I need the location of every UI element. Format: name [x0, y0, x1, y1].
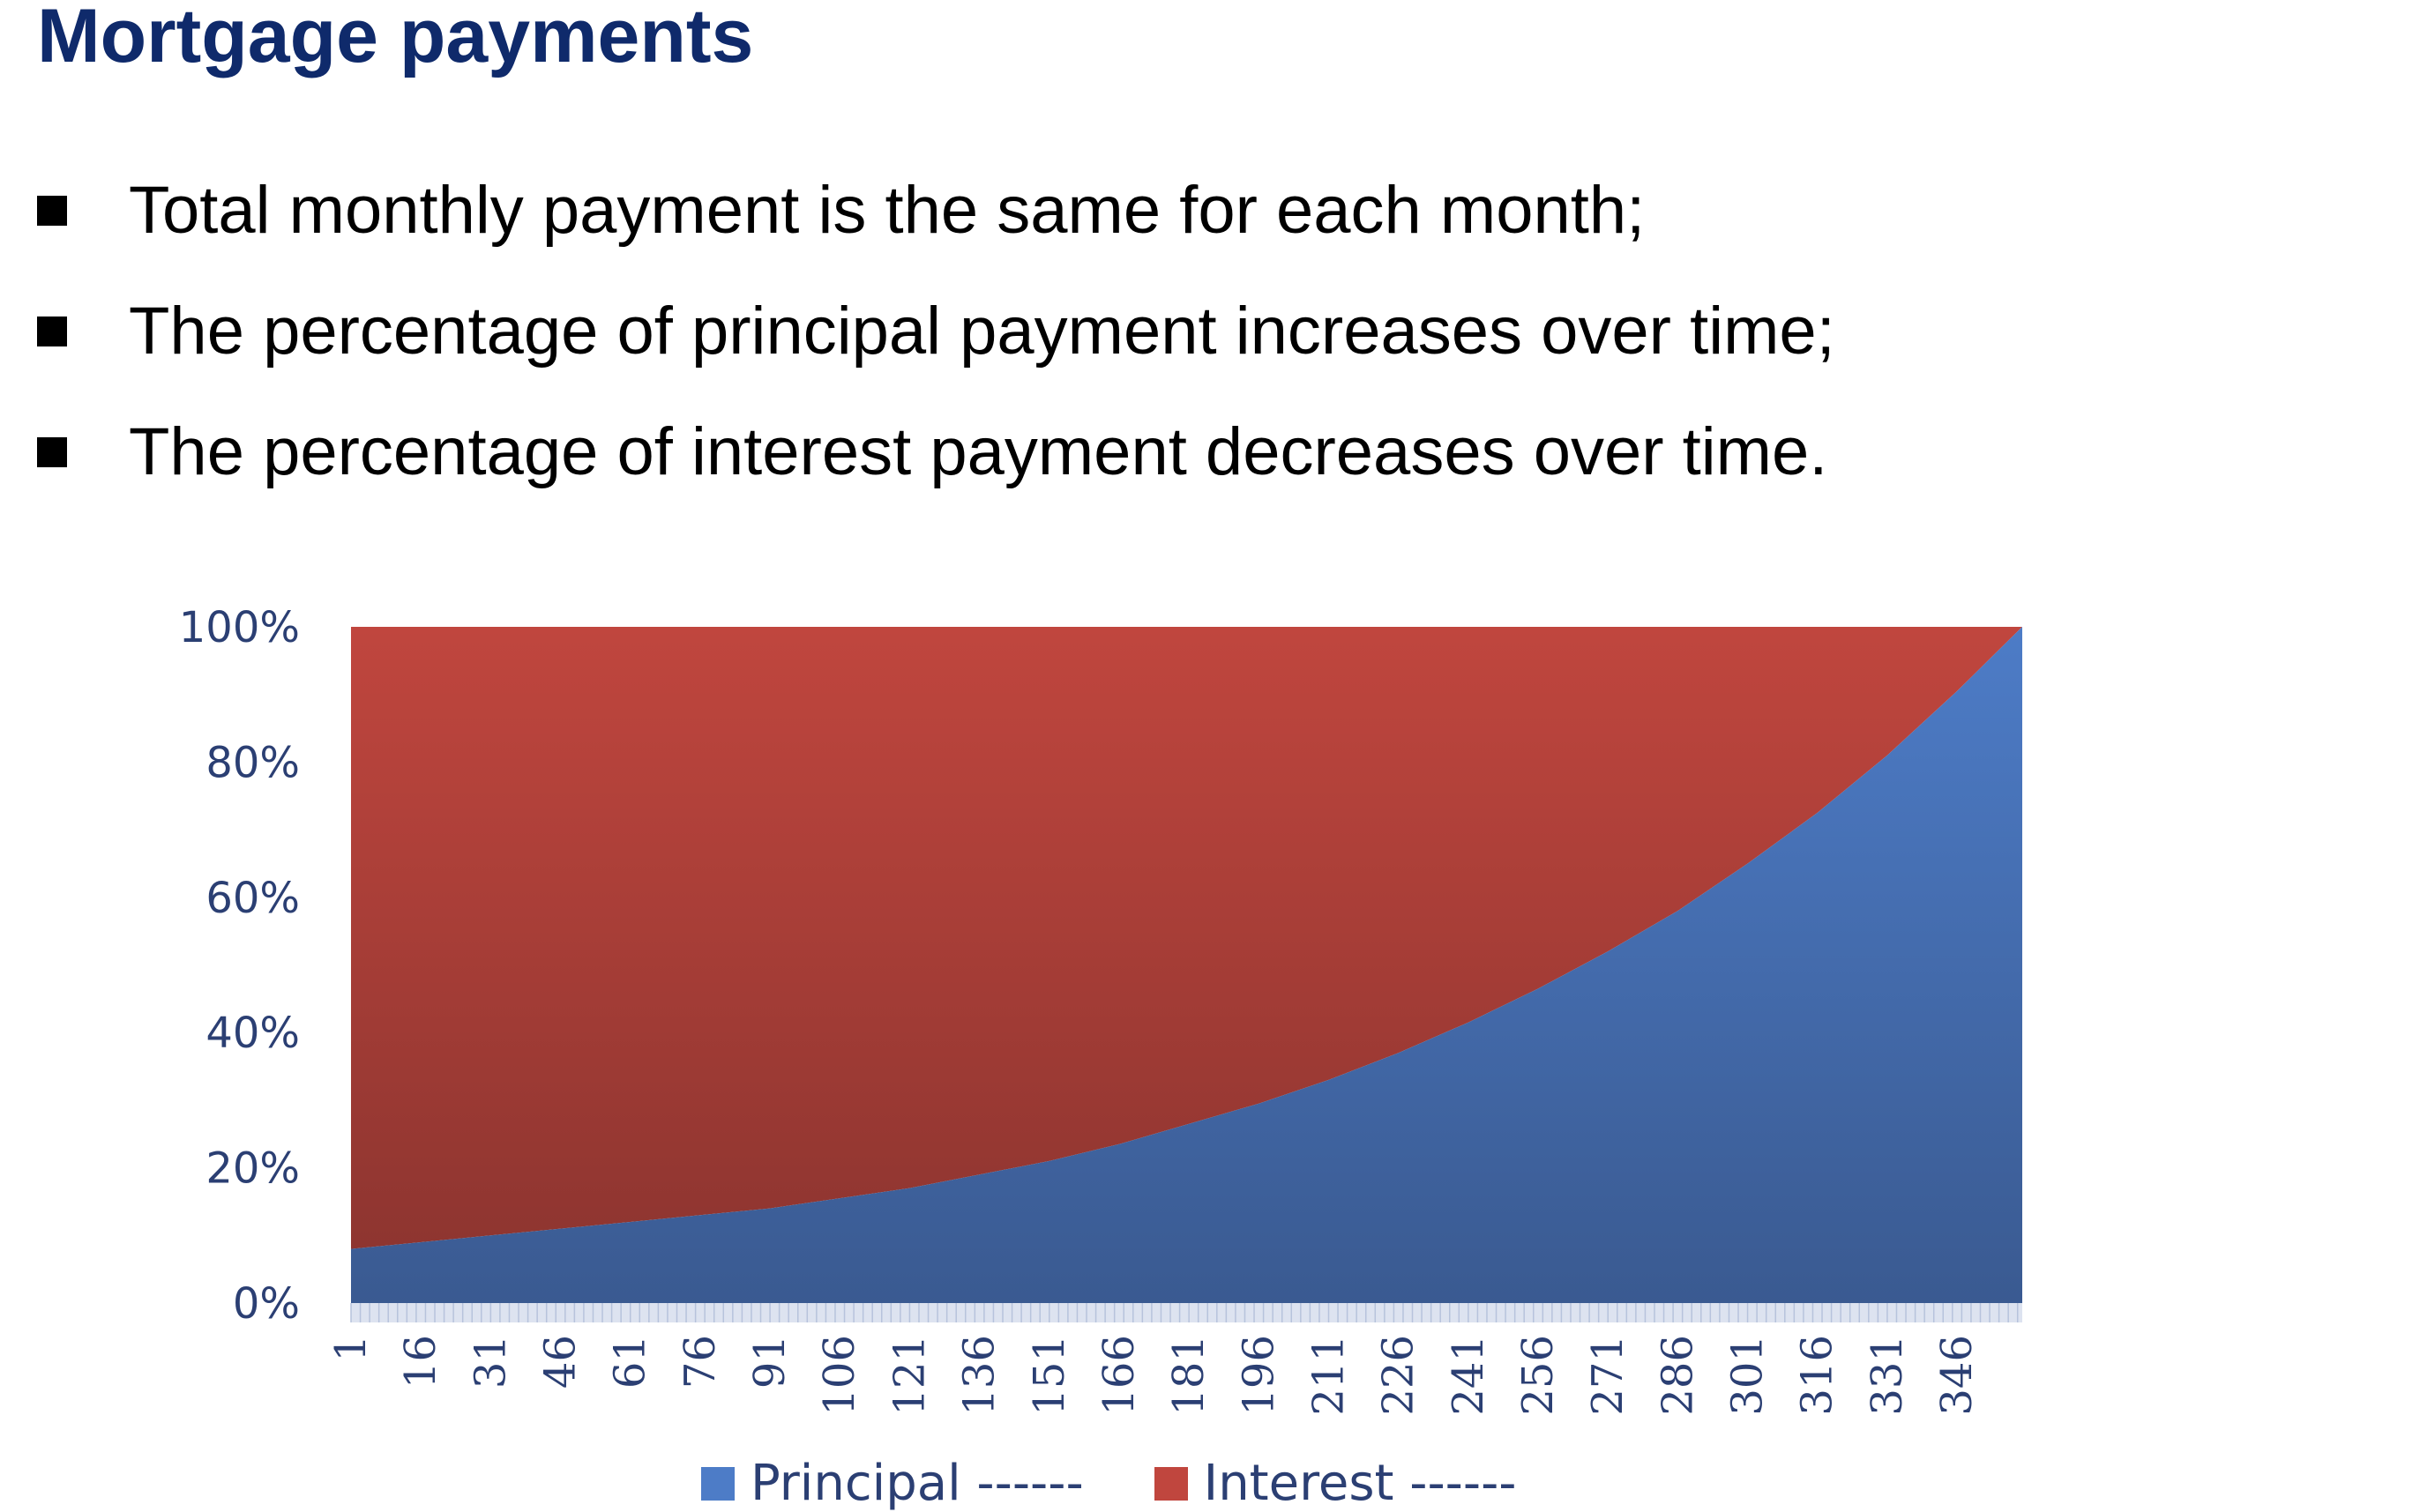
bullet-text: Total monthly payment is the same for ea…	[129, 173, 1646, 248]
x-tick-label: 286	[1653, 1335, 1702, 1416]
floor-band	[351, 1303, 2022, 1322]
legend-item-principal: Principal ------	[701, 1455, 1084, 1512]
x-tick-label: 106	[815, 1335, 864, 1416]
x-tick-label: 121	[885, 1335, 934, 1416]
bullet-text: The percentage of principal payment incr…	[129, 294, 1835, 369]
x-tick-label: 346	[1932, 1335, 1982, 1416]
x-tick-label: 331	[1863, 1335, 1912, 1416]
x-axis-ticks: 1 16 31 46 61 76 91 106 121 136 151 166 181 196 211 226…	[326, 1335, 1982, 1416]
x-tick-label: 271	[1583, 1335, 1632, 1416]
y-tick-label: 40%	[205, 1009, 300, 1058]
x-tick-label: 226	[1374, 1335, 1423, 1416]
legend-label-principal: Principal ------	[751, 1455, 1084, 1512]
x-tick-label: 31	[466, 1335, 515, 1389]
bullet-item: Total monthly payment is the same for ea…	[37, 150, 1835, 271]
legend-item-interest: Interest ------	[1154, 1455, 1517, 1512]
x-tick-label: 151	[1025, 1335, 1074, 1416]
bullet-item: The percentage of principal payment incr…	[37, 271, 1835, 391]
bullet-square-icon	[37, 316, 67, 346]
x-tick-label: 91	[745, 1335, 795, 1389]
area-interest	[351, 627, 2022, 1249]
x-tick-label: 46	[536, 1335, 586, 1389]
bullet-list: Total monthly payment is the same for ea…	[37, 150, 1835, 512]
x-tick-label: 316	[1793, 1335, 1842, 1416]
x-tick-label: 196	[1234, 1335, 1283, 1416]
x-tick-label: 16	[396, 1335, 445, 1389]
legend-label-interest: Interest ------	[1203, 1455, 1517, 1512]
x-tick-label: 211	[1303, 1335, 1353, 1416]
bullet-item: The percentage of interest payment decre…	[37, 391, 1835, 512]
y-axis-ticks: 0% 20% 40% 60% 80% 100%	[179, 603, 300, 1329]
legend-swatch-interest	[1154, 1466, 1188, 1501]
x-tick-label: 61	[606, 1335, 655, 1389]
x-tick-label: 181	[1164, 1335, 1214, 1416]
x-tick-label: 1	[326, 1335, 376, 1362]
y-tick-label: 80%	[205, 738, 300, 787]
chart-floor	[350, 1303, 2022, 1322]
slide-title: Mortgage payments	[37, 0, 754, 78]
area-principal	[351, 627, 2022, 1303]
chart-legend: Principal ------ Interest ------	[701, 1455, 1587, 1512]
x-tick-label: 136	[955, 1335, 1005, 1416]
x-tick-label: 301	[1723, 1335, 1773, 1416]
x-tick-label: 241	[1444, 1335, 1493, 1416]
y-tick-label: 100%	[179, 603, 300, 652]
y-tick-label: 0%	[233, 1279, 300, 1329]
bullet-text: The percentage of interest payment decre…	[129, 414, 1828, 489]
plot-area	[351, 627, 2022, 1303]
bullet-square-icon	[37, 195, 67, 226]
bullet-square-icon	[37, 436, 67, 467]
y-tick-label: 20%	[205, 1144, 300, 1194]
y-tick-label: 60%	[205, 874, 300, 923]
legend-swatch-principal	[701, 1466, 735, 1501]
x-tick-label: 256	[1513, 1335, 1563, 1416]
x-tick-label: 76	[676, 1335, 725, 1389]
x-tick-label: 166	[1094, 1335, 1144, 1416]
